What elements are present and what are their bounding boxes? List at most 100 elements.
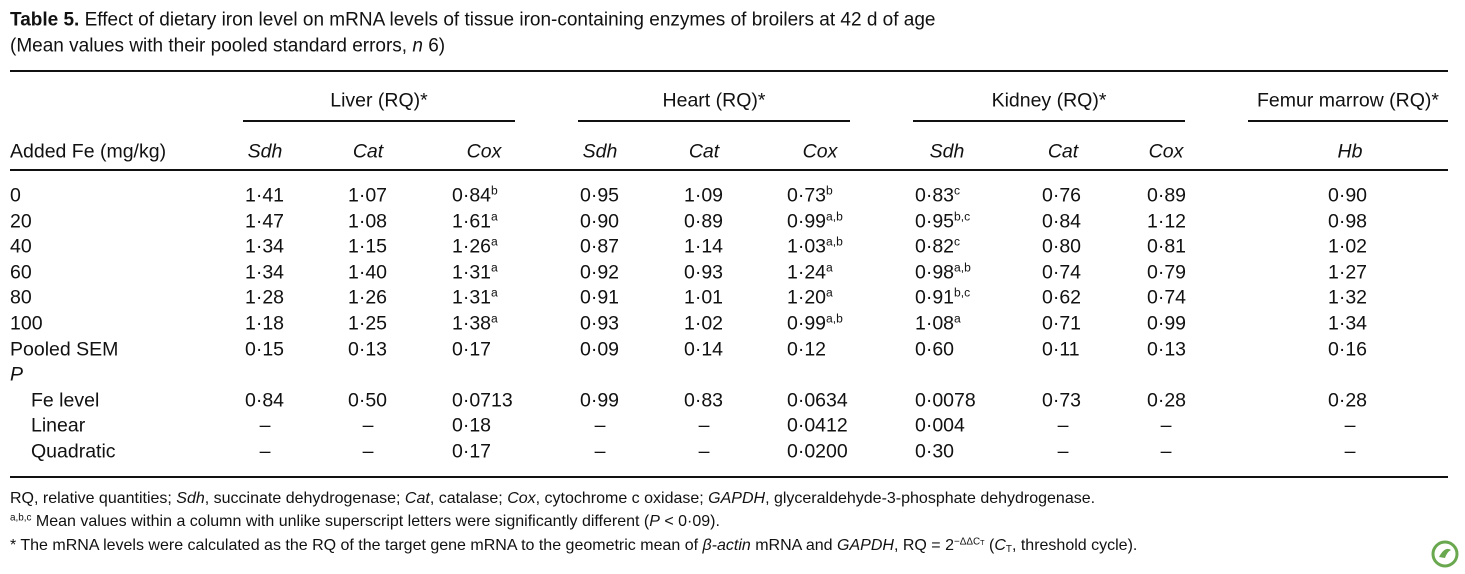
cell: 1·08a	[915, 311, 961, 335]
cell-value: 0·83	[915, 184, 955, 207]
column-header: Cox	[466, 140, 502, 163]
cell-value: 0·84	[452, 184, 492, 207]
cell: 0·62	[1042, 286, 1082, 309]
cell: 0·28	[1147, 389, 1187, 412]
cell-value: 1·38	[452, 312, 492, 335]
text: , threshold cycle).	[1011, 537, 1138, 554]
cell-value: 0·82	[915, 235, 955, 258]
cell: 0·80	[1042, 235, 1082, 258]
cell: 1·38a	[452, 312, 498, 335]
cell: 0·16	[1328, 337, 1368, 360]
cell-value: 0·73	[787, 184, 827, 207]
cell: 1·15	[348, 235, 388, 258]
row-label: 80	[10, 286, 32, 309]
cell: 0·73b	[787, 183, 833, 207]
cell-superscript: b,c	[954, 286, 971, 300]
cell: 0·11	[1042, 337, 1080, 360]
cell: 0·0634	[787, 389, 848, 412]
cell-value: 1·20	[787, 286, 827, 309]
cell: 0·91	[580, 286, 620, 309]
cell-superscript: a	[954, 311, 961, 326]
cell: 1·25	[348, 312, 388, 335]
cell: 0·004	[915, 414, 965, 437]
text: , glyceraldehyde-3-phosphate dehydrogena…	[765, 490, 1096, 507]
cell: –	[594, 414, 606, 437]
cell: 0·50	[348, 389, 388, 412]
group-header: Kidney (RQ)*	[991, 89, 1107, 112]
italic-text: Cat	[404, 490, 430, 507]
cell-superscript: b	[826, 183, 833, 198]
text: * The mRNA levels were calculated as the…	[10, 537, 703, 554]
subscript: T	[1005, 543, 1012, 555]
cell: 1·07	[348, 184, 388, 207]
cell-superscript: a	[491, 209, 498, 224]
cell: 0·99	[1147, 312, 1187, 335]
cell: 0·89	[1147, 184, 1187, 207]
cell: 0·0713	[452, 389, 513, 412]
cell: 0·60	[915, 337, 955, 360]
row-label: 100	[10, 312, 43, 335]
group-rule	[1248, 120, 1448, 122]
cell: –	[1344, 440, 1356, 463]
italic-text: Sdh	[176, 490, 205, 507]
cell-superscript: a	[491, 260, 498, 275]
cell-value: 0·95	[915, 209, 955, 232]
cell-superscript: a	[491, 234, 498, 249]
italic-text: GAPDH	[708, 490, 766, 507]
cell: 1·20a	[787, 286, 833, 309]
cell-value: 1·08	[915, 312, 955, 335]
cell: 1·24a	[787, 261, 833, 284]
row-label: 60	[10, 261, 32, 284]
cell-value: 1·03	[787, 235, 827, 258]
cell: –	[259, 414, 271, 437]
cell: 0·79	[1147, 261, 1187, 284]
column-header: Sdh	[582, 140, 618, 163]
cell: 0·89	[684, 209, 724, 232]
text: (Mean values with their pooled standard …	[10, 35, 413, 57]
text: Effect of dietary iron level on mRNA lev…	[79, 9, 936, 31]
column-header: Cat	[352, 140, 384, 163]
cell: 0·95	[580, 184, 620, 207]
row-label: Pooled SEM	[10, 337, 119, 360]
superscript: −ΔΔC	[953, 536, 981, 548]
cell-value: 0·99	[787, 209, 827, 232]
group-header: Femur marrow (RQ)*	[1256, 89, 1440, 112]
column-header: Cox	[1148, 140, 1184, 163]
cell: 0·90	[1328, 184, 1368, 207]
row-label: 20	[10, 209, 32, 232]
group-rule	[913, 120, 1185, 122]
cell: 0·82c	[915, 235, 960, 258]
table-subtitle: (Mean values with their pooled standard …	[10, 37, 445, 56]
cell: –	[259, 440, 271, 463]
cell: 0·93	[580, 312, 620, 335]
cell-value: 1·61	[452, 209, 492, 232]
cell: 1·26a	[452, 234, 498, 257]
cell: 1·26	[348, 286, 388, 309]
column-header: Sdh	[247, 140, 283, 163]
cell: 0·13	[1147, 337, 1187, 360]
text: (	[984, 537, 995, 554]
italic-text: Cox	[507, 490, 536, 507]
cell: 1·31a	[452, 260, 498, 283]
cell-value: 0·99	[787, 312, 827, 335]
group-header: Liver (RQ)*	[330, 89, 428, 112]
cell: 0·91b,c	[915, 286, 971, 309]
group-rule	[243, 120, 515, 122]
cell: 1·34	[245, 261, 285, 284]
cell: 1·28	[245, 286, 285, 309]
column-header: Cox	[802, 140, 838, 163]
cell: 0·28	[1328, 389, 1368, 412]
cell-value: 1·24	[787, 261, 827, 284]
cell: 0·92	[580, 261, 620, 284]
text: < 0·09).	[659, 513, 720, 530]
cell: 0·74	[1147, 286, 1187, 309]
cell: 0·0078	[915, 389, 976, 412]
italic-text: GAPDH	[837, 537, 894, 554]
text: , RQ = 2	[893, 537, 954, 554]
column-header: Hb	[1337, 140, 1363, 163]
cell: 1·02	[684, 312, 724, 335]
cell: 0·98a,b	[915, 261, 971, 283]
cell: 0·81	[1147, 235, 1187, 258]
column-header: Cat	[1047, 140, 1079, 163]
text: RQ, relative quantities;	[10, 490, 177, 507]
